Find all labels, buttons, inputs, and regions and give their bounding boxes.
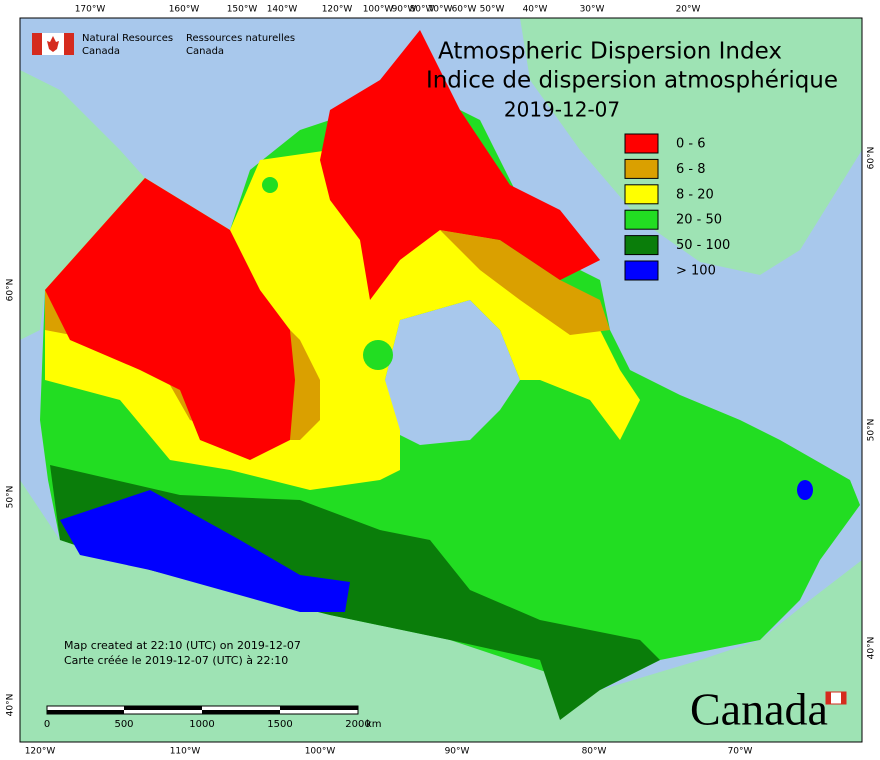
legend-swatch bbox=[624, 133, 659, 154]
maple-leaf bbox=[47, 36, 59, 52]
blue-patch bbox=[797, 480, 813, 500]
graticule-label: 40°N bbox=[867, 637, 877, 660]
graticule-label: 140°W bbox=[267, 5, 298, 15]
legend-swatch bbox=[624, 158, 659, 179]
graticule-label: 60°N bbox=[867, 147, 877, 170]
wordmark: Canada bbox=[690, 684, 828, 735]
scale-seg bbox=[124, 706, 202, 710]
arctic-band bbox=[440, 230, 610, 335]
scale-unit: km bbox=[366, 719, 382, 730]
legend-swatch bbox=[624, 235, 659, 256]
region-gt-100 bbox=[60, 490, 350, 612]
graticule-label: 60°W bbox=[452, 5, 477, 15]
flag-bar bbox=[64, 33, 74, 55]
credit-fr: Carte créée le 2019-12-07 (UTC) à 22:10 bbox=[64, 654, 288, 667]
baffin-tip bbox=[430, 180, 600, 280]
graticule-label: 40°W bbox=[523, 5, 548, 15]
wordmark-flag bbox=[826, 692, 831, 704]
alaska bbox=[20, 70, 145, 340]
graticule-label: 40°N bbox=[6, 694, 16, 717]
scale-seg bbox=[202, 710, 280, 714]
scale-tick-label: 2000 bbox=[345, 719, 370, 730]
graticule-label: 50°W bbox=[480, 5, 505, 15]
agency-en: Canada bbox=[82, 46, 120, 57]
wordmark-flag bbox=[841, 692, 846, 704]
graticule-label: 60°N bbox=[6, 279, 16, 302]
legend-label: > 100 bbox=[676, 264, 716, 279]
green-patch bbox=[363, 340, 393, 370]
dynamic-layer: 0 - 6 6 - 8 8 - 20 20 - 50 50 - 100 > 100 170°… bbox=[6, 5, 877, 757]
legend-label: 50 - 100 bbox=[676, 238, 730, 253]
map-frame bbox=[19, 17, 863, 743]
scale-tick-label: 500 bbox=[114, 719, 133, 730]
graticule-label: 110°W bbox=[170, 747, 201, 757]
scale-tick-label: 1500 bbox=[267, 719, 292, 730]
agency-fr: Ressources naturelles bbox=[186, 33, 295, 44]
graticule-label: 30°W bbox=[580, 5, 605, 15]
legend-label: 20 - 50 bbox=[676, 213, 722, 228]
flag-bar bbox=[32, 33, 42, 55]
scale-tick-label: 0 bbox=[44, 719, 50, 730]
graticule-label: 170°W bbox=[75, 5, 106, 15]
title-en: Atmospheric Dispersion Index bbox=[438, 39, 782, 65]
graticule-label: 100°W bbox=[305, 747, 336, 757]
graticule-label: 150°W bbox=[227, 5, 258, 15]
scale-seg bbox=[47, 710, 124, 714]
title-date: 2019-12-07 bbox=[504, 98, 620, 122]
agency-en: Natural Resources bbox=[82, 33, 173, 44]
legend-label: 0 - 6 bbox=[676, 137, 706, 152]
graticule-label: 120°W bbox=[322, 5, 353, 15]
legend-swatch bbox=[624, 209, 659, 230]
agency-fr: Canada bbox=[186, 46, 224, 57]
graticule-label: 100°W bbox=[363, 5, 394, 15]
legend-swatch bbox=[624, 260, 659, 281]
hudson-bay bbox=[385, 300, 520, 445]
graticule-label: 120°W bbox=[25, 747, 56, 757]
scale-bar bbox=[46, 705, 359, 715]
graticule-label: 70°W bbox=[428, 5, 453, 15]
scale-seg bbox=[280, 706, 358, 710]
greenland bbox=[520, 18, 862, 275]
legend-swatch bbox=[624, 184, 659, 205]
graticule-label: 90°W bbox=[445, 747, 470, 757]
graticule-label: 50°N bbox=[6, 486, 16, 509]
legend-label: 6 - 8 bbox=[676, 162, 706, 177]
graticule-label: 70°W bbox=[728, 747, 753, 757]
scale-tick-label: 1000 bbox=[189, 719, 214, 730]
legend-label: 8 - 20 bbox=[676, 187, 714, 202]
region-0-6 bbox=[45, 178, 295, 460]
graticule-label: 50°N bbox=[867, 419, 877, 442]
usa bbox=[20, 480, 862, 742]
graticule-label: 160°W bbox=[169, 5, 200, 15]
graticule-label: 80°W bbox=[582, 747, 607, 757]
graticule-label: 20°W bbox=[676, 5, 701, 15]
graticule-label: 90°W bbox=[392, 5, 417, 15]
green-patch bbox=[262, 177, 278, 193]
credit-en: Map created at 22:10 (UTC) on 2019-12-07 bbox=[64, 639, 301, 652]
title-fr: Indice de dispersion atmosphérique bbox=[426, 68, 838, 94]
graticule-label: 80°W bbox=[410, 5, 435, 15]
